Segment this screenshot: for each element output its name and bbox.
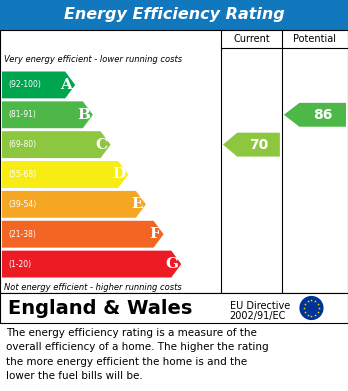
Circle shape [300, 297, 323, 319]
Text: (69-80): (69-80) [8, 140, 36, 149]
Text: F: F [150, 227, 160, 241]
Bar [0, 0, 348, 30]
Text: (21-38): (21-38) [8, 230, 36, 239]
Text: Very energy efficient - lower running costs: Very energy efficient - lower running co… [4, 56, 182, 65]
Polygon shape [2, 221, 164, 248]
Polygon shape [2, 251, 181, 278]
Bar [0, 293, 348, 323]
Text: EU Directive: EU Directive [230, 301, 290, 311]
Polygon shape [2, 72, 75, 99]
Polygon shape [2, 161, 128, 188]
Text: 2002/91/EC: 2002/91/EC [230, 311, 286, 321]
Text: (39-54): (39-54) [8, 200, 36, 209]
Polygon shape [2, 131, 111, 158]
Text: 70: 70 [249, 138, 268, 152]
Text: (81-91): (81-91) [8, 110, 36, 119]
Text: The energy efficiency rating is a measure of the
overall efficiency of a home. T: The energy efficiency rating is a measur… [6, 328, 269, 381]
Text: Potential: Potential [293, 34, 337, 44]
Text: A: A [60, 78, 72, 92]
Text: D: D [112, 167, 125, 181]
Text: 86: 86 [313, 108, 332, 122]
Text: (1-20): (1-20) [8, 260, 31, 269]
Text: G: G [165, 257, 178, 271]
Text: Current: Current [233, 34, 270, 44]
Text: England & Wales: England & Wales [8, 298, 192, 317]
Text: E: E [131, 197, 143, 212]
Bar [0, 30, 348, 293]
Polygon shape [2, 191, 146, 218]
Text: Energy Efficiency Rating: Energy Efficiency Rating [64, 7, 284, 23]
Polygon shape [284, 103, 346, 127]
Text: B: B [77, 108, 90, 122]
Polygon shape [2, 101, 93, 128]
Polygon shape [223, 133, 280, 156]
Text: C: C [95, 138, 108, 152]
Text: (55-68): (55-68) [8, 170, 36, 179]
Text: (92-100): (92-100) [8, 81, 41, 90]
Text: Not energy efficient - higher running costs: Not energy efficient - higher running co… [4, 283, 182, 292]
